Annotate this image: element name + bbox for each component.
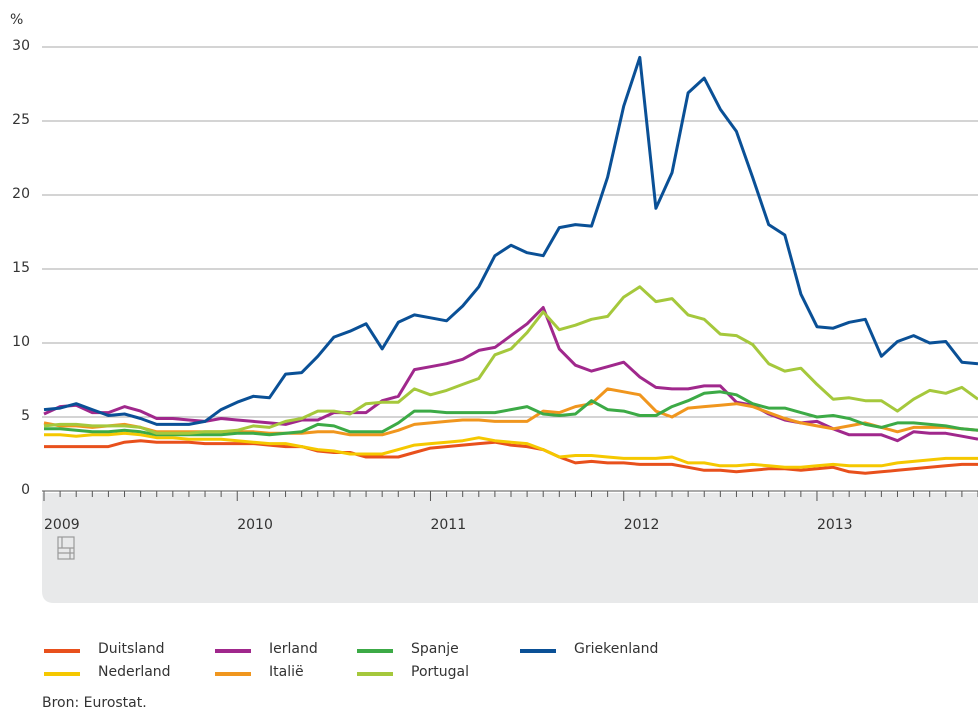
legend-label: Italië (269, 664, 304, 680)
y-tick-label: 30 (12, 38, 30, 54)
legend-label: Portugal (411, 664, 469, 680)
series-line (43, 55, 978, 426)
x-tick-label: 2010 (237, 517, 273, 533)
source: Bron: Eurostat. (42, 695, 147, 711)
series-line (43, 387, 978, 437)
legend-label: Spanje (411, 641, 459, 657)
y-tick-label: 10 (12, 334, 30, 350)
legend-label: Nederland (98, 664, 171, 680)
y-unit: % (10, 12, 23, 28)
x-tick-label: 2013 (817, 517, 853, 533)
x-tick-label: 2009 (44, 517, 80, 533)
x-tick-label: 2012 (624, 517, 660, 533)
legend-label: Duitsland (98, 641, 165, 657)
legend-label: Griekenland (574, 641, 658, 657)
y-tick-label: 25 (12, 112, 30, 128)
y-tick-label: 0 (21, 482, 30, 498)
y-tick-label: 20 (12, 186, 30, 202)
series-line (44, 439, 978, 475)
y-tick-label: 5 (21, 408, 30, 424)
series-line (43, 285, 978, 435)
y-tick-label: 15 (12, 260, 30, 276)
series-line (44, 390, 978, 437)
legend-label: Ierland (269, 641, 318, 657)
cbs-logo (57, 536, 75, 560)
x-tick-label: 2011 (430, 517, 466, 533)
series-line (44, 431, 978, 469)
axis-band (42, 493, 978, 603)
